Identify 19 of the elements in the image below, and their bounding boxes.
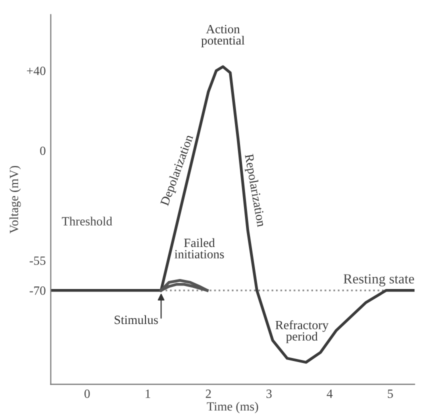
- y-tick-label: -70: [30, 286, 46, 295]
- y-tick-label: -55: [30, 256, 46, 265]
- annotation: Stimulus: [114, 315, 158, 324]
- x-axis-title: Time (ms): [206, 402, 258, 414]
- annotation: Failed initiations: [174, 238, 224, 258]
- annotation: Threshold: [62, 216, 112, 226]
- x-tick-label: 2: [206, 390, 211, 398]
- x-tick-label: 1: [146, 390, 150, 398]
- annotation: Action potential: [201, 24, 245, 48]
- ref-line-label: Resting state: [344, 274, 414, 286]
- x-tick-label: 3: [266, 390, 272, 398]
- y-axis-title: Voltage (mV): [9, 166, 21, 234]
- annotation: Repolarization: [242, 154, 266, 228]
- x-tick-label: 5: [388, 390, 393, 398]
- y-tick-label: 0: [40, 146, 46, 156]
- y-tick-label: +40: [26, 66, 46, 76]
- x-tick-label: 4: [326, 390, 333, 398]
- annotation: Refractory period: [275, 320, 329, 344]
- x-tick-label: 0: [84, 390, 90, 398]
